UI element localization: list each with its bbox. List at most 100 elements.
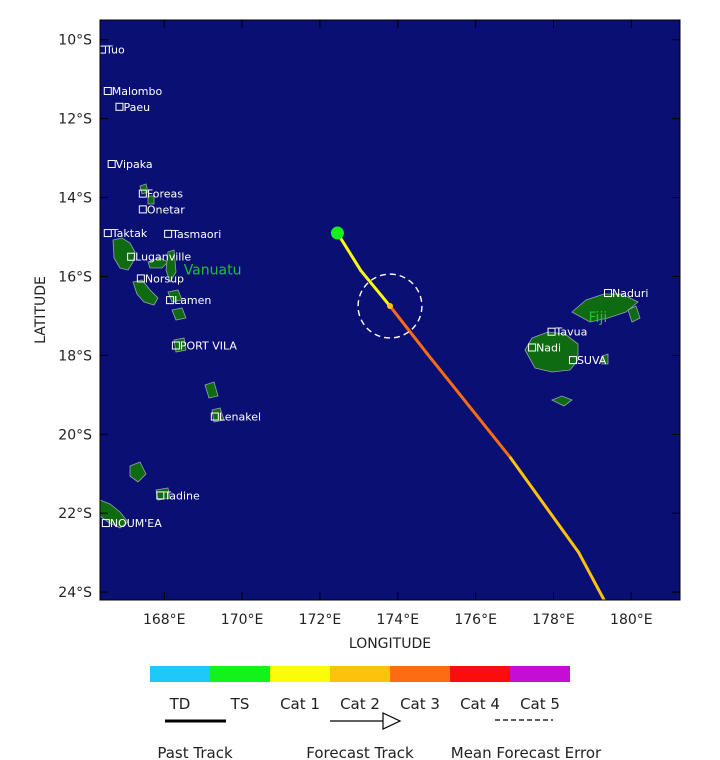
x-tick-label: 168°E	[143, 612, 186, 628]
station-marker	[101, 519, 110, 528]
island-epi	[167, 289, 183, 303]
category-label: Cat 5	[520, 695, 560, 713]
x-tick-labels: 168°E 170°E 172°E 174°E 176°E 178°E 180°E	[143, 612, 653, 628]
island-viti-levu	[524, 331, 579, 373]
category-label: Cat 3	[400, 695, 440, 713]
forecast-track	[335, 231, 606, 600]
station-marker	[603, 289, 612, 298]
station-label: Tadine	[163, 489, 200, 502]
category-label: Cat 1	[280, 695, 320, 713]
track-segment	[335, 231, 363, 273]
x-tick-label: 172°E	[299, 612, 342, 628]
x-tick-label: 176°E	[454, 612, 497, 628]
station-markers: Tuo Malombo Paeu Vipaka Foreas Onetar Taktak Ta…	[97, 44, 649, 530]
category-label: TS	[230, 695, 250, 713]
mean-forecast-error-circle	[357, 273, 423, 339]
station-label: Lamen	[174, 294, 211, 307]
y-tick-label: 16°S	[58, 269, 92, 285]
track-segment	[509, 456, 581, 555]
station-label: Luganville	[135, 251, 191, 264]
y-tick-label: 22°S	[58, 506, 92, 522]
station-marker	[166, 296, 175, 305]
y-axis-label: LATITUDE	[33, 276, 49, 344]
category-swatch	[390, 666, 450, 682]
station-marker	[115, 102, 124, 111]
island-kadavu	[551, 395, 573, 407]
x-tick-label: 180°E	[610, 612, 653, 628]
y-tick-label: 10°S	[58, 33, 92, 49]
station-label: Norsup	[145, 272, 184, 285]
station-marker	[127, 252, 136, 261]
station-marker	[138, 205, 147, 214]
category-swatch	[330, 666, 390, 682]
island-vanua-levu	[571, 293, 639, 323]
y-tick-label: 14°S	[58, 191, 92, 207]
x-tick-label: 174°E	[376, 612, 419, 628]
station-label: Tuo	[105, 44, 125, 57]
category-color-bar	[150, 666, 570, 682]
station-marker	[97, 45, 106, 54]
island-ovalau	[601, 353, 609, 365]
x-axis-label: LONGITUDE	[349, 636, 431, 652]
station-label: Onetar	[147, 203, 185, 216]
station-marker	[547, 327, 556, 336]
station-label: SUVA	[577, 354, 607, 367]
country-label: Vanuatu	[184, 262, 242, 278]
station-label: NOUM'EA	[110, 517, 162, 530]
category-labels: TD TS Cat 1 Cat 2 Cat 3 Cat 4 Cat 5	[169, 695, 560, 713]
category-label: TD	[169, 695, 191, 713]
island-lifou	[129, 461, 147, 483]
station-label: Taktak	[111, 227, 148, 240]
category-label: Cat 2	[340, 695, 380, 713]
station-marker	[107, 160, 116, 169]
category-swatch	[450, 666, 510, 682]
legend: TD TS Cat 1 Cat 2 Cat 3 Cat 4 Cat 5 Past Track…	[150, 666, 602, 760]
station-marker	[156, 491, 165, 500]
station-label: Paeu	[123, 101, 150, 114]
island-shepherd	[173, 337, 187, 353]
country-label: Fiji	[589, 310, 608, 326]
station-marker	[171, 341, 180, 350]
forecast-track-symbol	[330, 712, 402, 730]
island-taveuni	[627, 305, 641, 323]
category-swatch	[210, 666, 270, 682]
island-pentecost	[165, 249, 177, 283]
axis-ticks	[100, 20, 680, 600]
island-efate	[171, 307, 187, 321]
track-segment	[359, 269, 392, 308]
y-tick-label: 12°S	[58, 112, 92, 128]
category-label: Cat 4	[460, 695, 500, 713]
station-label: Lenakel	[219, 411, 261, 424]
current-position-marker	[330, 226, 344, 240]
island-espiritu-santo	[112, 237, 136, 271]
category-swatch	[510, 666, 570, 682]
station-label: Vipaka	[116, 158, 153, 171]
station-label: Tasmaori	[171, 228, 221, 241]
land-masses	[100, 183, 641, 529]
island-erromango	[204, 381, 219, 399]
station-label: Foreas	[147, 188, 183, 201]
station-label: Tavua	[555, 326, 588, 339]
station-marker	[210, 412, 219, 421]
x-tick-label: 178°E	[532, 612, 575, 628]
station-label: PORT VILA	[180, 340, 238, 353]
track-segment	[388, 304, 429, 355]
track-segment	[425, 351, 513, 460]
island-ambae	[147, 257, 169, 269]
station-marker	[138, 189, 147, 198]
station-label: Nadi	[536, 341, 561, 354]
forecast-track-label: Forecast Track	[306, 744, 414, 760]
station-marker	[164, 229, 173, 238]
country-labels: Vanuatu Fiji	[184, 262, 608, 325]
x-tick-label: 170°E	[221, 612, 264, 628]
mean-forecast-error-label: Mean Forecast Error	[451, 744, 602, 760]
station-marker	[136, 274, 145, 283]
island-torres	[147, 195, 155, 205]
station-label: Malombo	[112, 85, 163, 98]
category-swatch	[270, 666, 330, 682]
station-marker	[528, 343, 537, 352]
past-track-label: Past Track	[157, 744, 233, 760]
station-marker	[103, 229, 112, 238]
station-marker	[568, 356, 577, 365]
